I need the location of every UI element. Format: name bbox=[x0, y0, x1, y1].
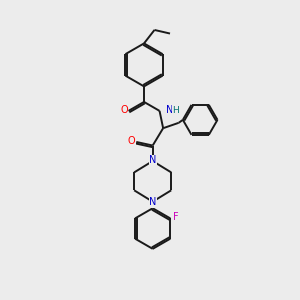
Text: N: N bbox=[149, 197, 156, 207]
Text: O: O bbox=[128, 136, 136, 146]
Text: O: O bbox=[120, 105, 128, 115]
Text: H: H bbox=[172, 106, 179, 115]
Text: N: N bbox=[149, 155, 156, 166]
Text: N: N bbox=[166, 105, 173, 115]
Text: F: F bbox=[173, 212, 179, 222]
